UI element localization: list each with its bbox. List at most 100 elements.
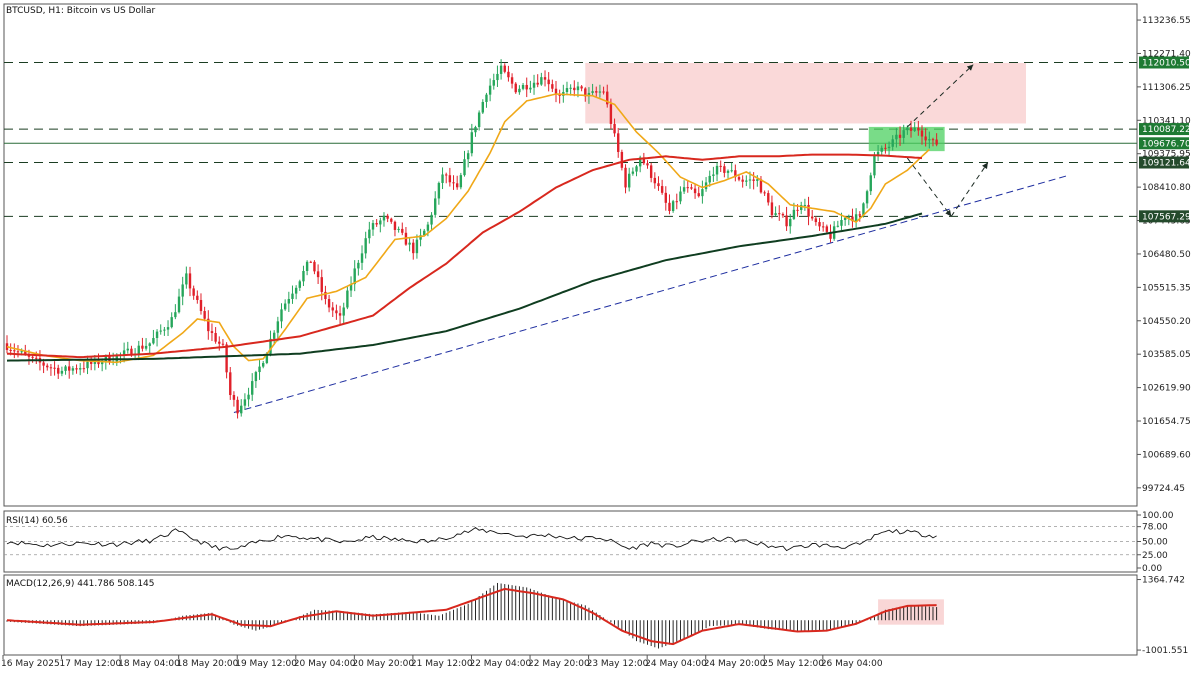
candle xyxy=(294,285,298,300)
candle xyxy=(291,285,294,304)
candle-body xyxy=(638,157,642,167)
candle-body xyxy=(906,127,909,131)
candle xyxy=(16,345,20,358)
candle-body xyxy=(920,130,924,137)
candle-body xyxy=(177,296,181,313)
candle-body xyxy=(770,202,774,215)
candle-body xyxy=(240,405,243,414)
candle xyxy=(693,183,697,199)
candle-body xyxy=(635,166,638,172)
candle xyxy=(913,122,916,132)
candle xyxy=(225,342,228,379)
rsi-tick-label: 0.00 xyxy=(1142,564,1162,574)
x-tick-label: 24 May 20:00 xyxy=(704,659,766,669)
candle xyxy=(628,167,631,192)
candle xyxy=(895,128,898,148)
candle-body xyxy=(547,79,550,85)
candle-body xyxy=(924,136,927,141)
slow_ma-line xyxy=(6,212,923,362)
candle xyxy=(580,85,583,92)
candle xyxy=(57,364,60,379)
candle-body xyxy=(756,179,759,181)
candle xyxy=(821,221,825,232)
candle-body xyxy=(280,309,283,322)
level-label-bg xyxy=(1139,156,1189,169)
candle-body xyxy=(821,226,825,228)
candle-body xyxy=(540,77,543,85)
candle-body xyxy=(606,91,609,105)
candle xyxy=(466,150,470,168)
candle xyxy=(159,324,162,335)
candle-body xyxy=(144,345,148,349)
candle-body xyxy=(887,146,891,149)
candle xyxy=(778,205,781,221)
candle-body xyxy=(357,262,360,269)
candle xyxy=(631,167,635,176)
candle-body xyxy=(269,338,272,354)
candle xyxy=(481,99,484,114)
candle-body xyxy=(576,86,580,91)
candle xyxy=(42,358,45,374)
y-tick-label: 109375.95 xyxy=(1142,150,1191,160)
candle xyxy=(75,364,78,374)
macd-panel[interactable]: 1364.742 -1001.551 xyxy=(3,574,1188,656)
candle xyxy=(360,245,364,270)
candle-body xyxy=(379,220,382,225)
candle-body xyxy=(375,223,378,225)
candle xyxy=(818,217,821,231)
candle xyxy=(371,219,375,236)
candle-body xyxy=(569,87,572,89)
candle-body xyxy=(313,261,316,272)
candle-body xyxy=(130,348,133,356)
rsi-panel[interactable]: 100.00 78.00 50.00 25.00 0.00 xyxy=(3,510,1174,574)
candle xyxy=(767,190,770,206)
candle xyxy=(657,176,660,191)
candle-body xyxy=(159,330,162,332)
candle-body xyxy=(697,193,700,197)
candle-body xyxy=(708,175,711,183)
candle-body xyxy=(163,329,166,331)
y-tick-label: 110341.10 xyxy=(1142,116,1191,126)
main-price-panel[interactable]: 113236.55 112271.40 111306.25 110341.10 1093… xyxy=(3,3,1191,507)
candle-body xyxy=(53,367,56,369)
candle xyxy=(313,260,316,275)
candle-body xyxy=(759,179,763,193)
candle-body xyxy=(573,87,576,91)
candle-body xyxy=(913,127,916,131)
candle-body xyxy=(880,147,883,152)
candle-body xyxy=(580,86,583,89)
candle xyxy=(247,387,250,407)
candle-body xyxy=(20,351,23,353)
candle-body xyxy=(521,84,525,89)
candle-body xyxy=(774,213,777,215)
candle-body xyxy=(46,365,49,368)
candle xyxy=(554,80,558,103)
candle-body xyxy=(811,216,814,219)
candle xyxy=(353,260,356,292)
candle xyxy=(697,186,700,198)
candle-body xyxy=(305,261,309,271)
candle-body xyxy=(737,177,741,180)
candle-body xyxy=(613,123,616,134)
candle-body xyxy=(565,88,569,93)
candle xyxy=(287,291,291,312)
x-tick-label: 21 May 12:00 xyxy=(411,659,473,669)
trend-line xyxy=(233,174,1069,414)
candle xyxy=(397,226,400,233)
candle xyxy=(262,360,265,369)
candle-body xyxy=(693,188,697,194)
candle-body xyxy=(210,331,214,334)
candle-body xyxy=(518,88,521,93)
candle-body xyxy=(909,127,913,131)
level-label: 112010.50 xyxy=(1142,58,1191,68)
candle-body xyxy=(642,157,646,164)
candle-body xyxy=(434,198,437,215)
candle-body xyxy=(503,65,506,72)
candle xyxy=(540,72,543,86)
candle-body xyxy=(452,182,455,184)
candle-body xyxy=(532,82,536,88)
candle-body xyxy=(876,151,880,155)
candle xyxy=(635,164,638,177)
candle-body xyxy=(712,174,715,176)
